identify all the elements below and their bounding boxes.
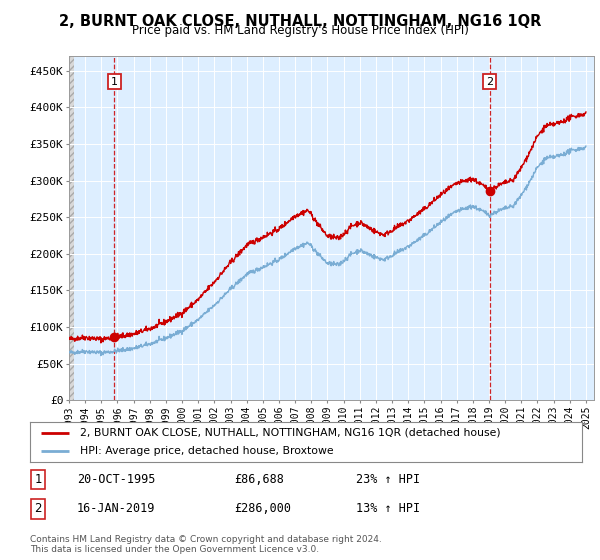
Text: 1: 1	[35, 473, 42, 486]
Text: £286,000: £286,000	[234, 502, 291, 515]
Text: 2, BURNT OAK CLOSE, NUTHALL, NOTTINGHAM, NG16 1QR: 2, BURNT OAK CLOSE, NUTHALL, NOTTINGHAM,…	[59, 14, 541, 29]
Text: Price paid vs. HM Land Registry's House Price Index (HPI): Price paid vs. HM Land Registry's House …	[131, 24, 469, 37]
Text: 2, BURNT OAK CLOSE, NUTHALL, NOTTINGHAM, NG16 1QR (detached house): 2, BURNT OAK CLOSE, NUTHALL, NOTTINGHAM,…	[80, 428, 500, 437]
Text: 23% ↑ HPI: 23% ↑ HPI	[356, 473, 420, 486]
Text: 1: 1	[111, 77, 118, 87]
Text: 2: 2	[35, 502, 42, 515]
Text: £86,688: £86,688	[234, 473, 284, 486]
Text: 13% ↑ HPI: 13% ↑ HPI	[356, 502, 420, 515]
Text: 2: 2	[486, 77, 493, 87]
Text: 20-OCT-1995: 20-OCT-1995	[77, 473, 155, 486]
Text: HPI: Average price, detached house, Broxtowe: HPI: Average price, detached house, Brox…	[80, 446, 334, 456]
Text: Contains HM Land Registry data © Crown copyright and database right 2024.
This d: Contains HM Land Registry data © Crown c…	[30, 535, 382, 554]
Text: 16-JAN-2019: 16-JAN-2019	[77, 502, 155, 515]
Bar	[66, 56, 74, 400]
